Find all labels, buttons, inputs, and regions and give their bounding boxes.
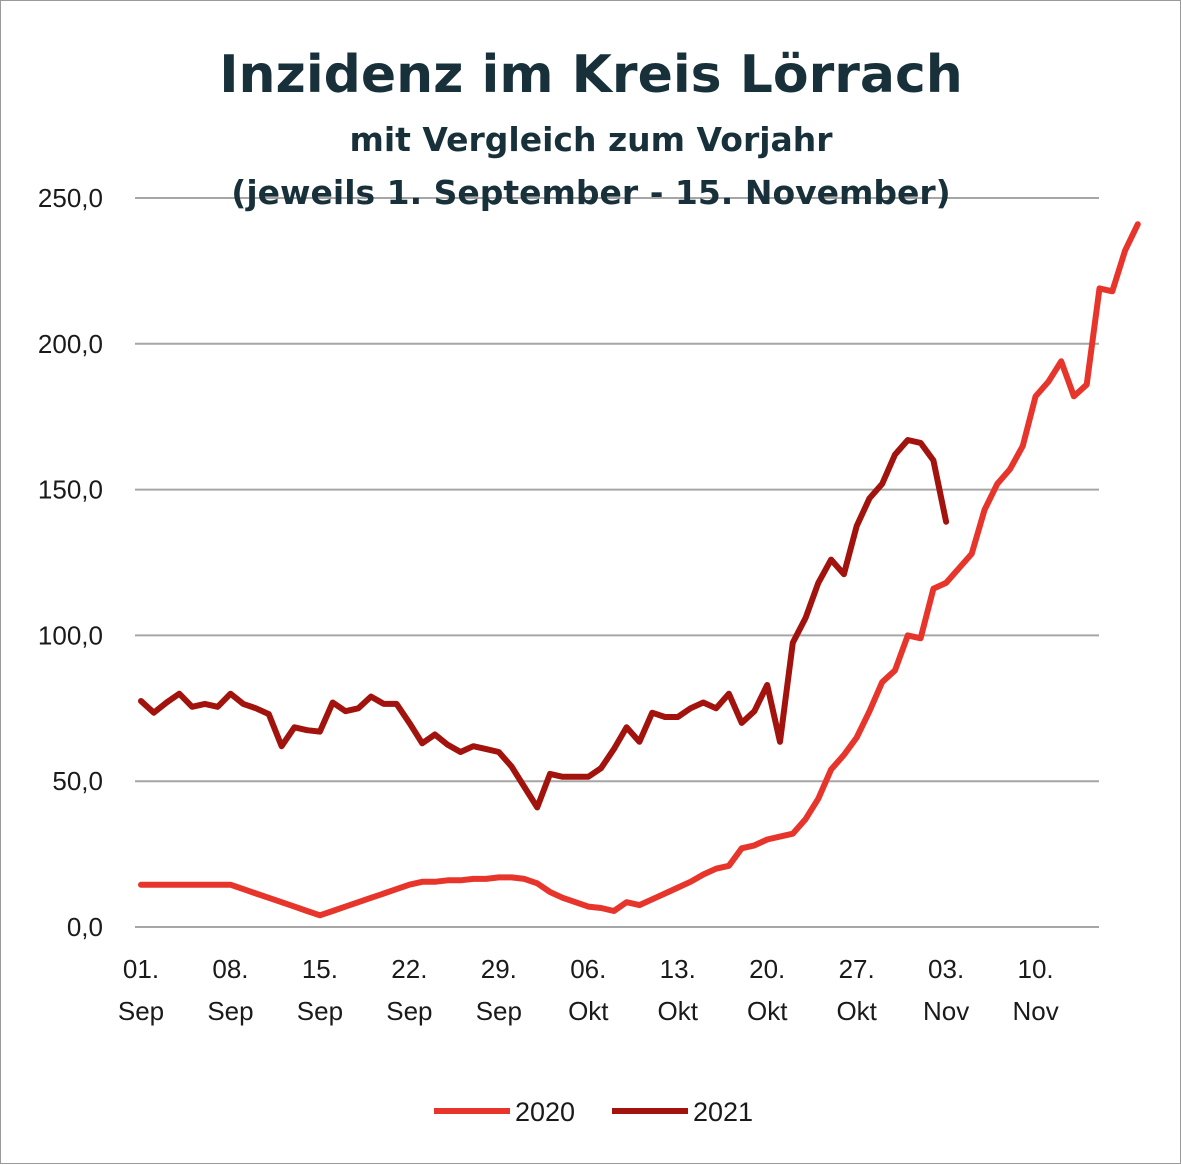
x-tick-label-day: 15. [302,954,338,984]
x-tick-label-month: Sep [386,996,432,1026]
x-tick-label-month: Sep [207,996,253,1026]
y-tick-label: 50,0 [52,766,103,796]
y-tick-label: 0,0 [67,912,103,942]
x-tick-label-day: 20. [749,954,785,984]
x-tick-label-month: Okt [836,996,877,1026]
x-tick-label-day: 13. [660,954,696,984]
x-tick-label-month: Nov [1012,996,1058,1026]
x-tick-label-day: 27. [839,954,875,984]
series-line-2020 [138,221,1141,919]
y-axis-ticks: 0,0 50,0 100,0 150,0 200,0 250,0 [38,183,103,942]
gridlines [135,197,1099,928]
x-tick-label-day: 03. [928,954,964,984]
x-tick-label-month: Nov [923,996,969,1026]
x-tick-label-day: 01. [123,954,159,984]
legend-label-2020: 2020 [515,1097,575,1127]
chart-subtitle: mit Vergleich zum Vorjahr [349,120,833,159]
legend: 2020 2021 [434,1097,753,1127]
series-lines [138,221,1141,919]
x-tick-label-month: Sep [476,996,522,1026]
x-tick-label-month: Okt [568,996,609,1026]
chart-title: Inzidenz im Kreis Lörrach [219,45,963,105]
legend-label-2021: 2021 [693,1097,753,1127]
x-tick-label-month: Okt [747,996,788,1026]
x-tick-label-day: 22. [391,954,427,984]
x-tick-label-day: 10. [1018,954,1054,984]
x-tick-label-month: Sep [297,996,343,1026]
y-tick-label: 250,0 [38,183,103,213]
x-axis-ticks: 01. Sep 08. Sep 15. Sep 22. Sep 29. Sep 06. Okt 13. O… [118,954,1059,1026]
x-tick-label-month: Okt [658,996,699,1026]
x-tick-label-day: 29. [481,954,517,984]
x-tick-label-day: 06. [570,954,606,984]
y-tick-label: 200,0 [38,329,103,359]
x-tick-label-day: 08. [212,954,248,984]
chart-subtitle-range: (jeweils 1. September - 15. November) [231,173,951,212]
x-tick-label-month: Sep [118,996,164,1026]
series-line-2021 [138,437,950,811]
y-tick-label: 100,0 [38,620,103,650]
y-tick-label: 150,0 [38,475,103,505]
